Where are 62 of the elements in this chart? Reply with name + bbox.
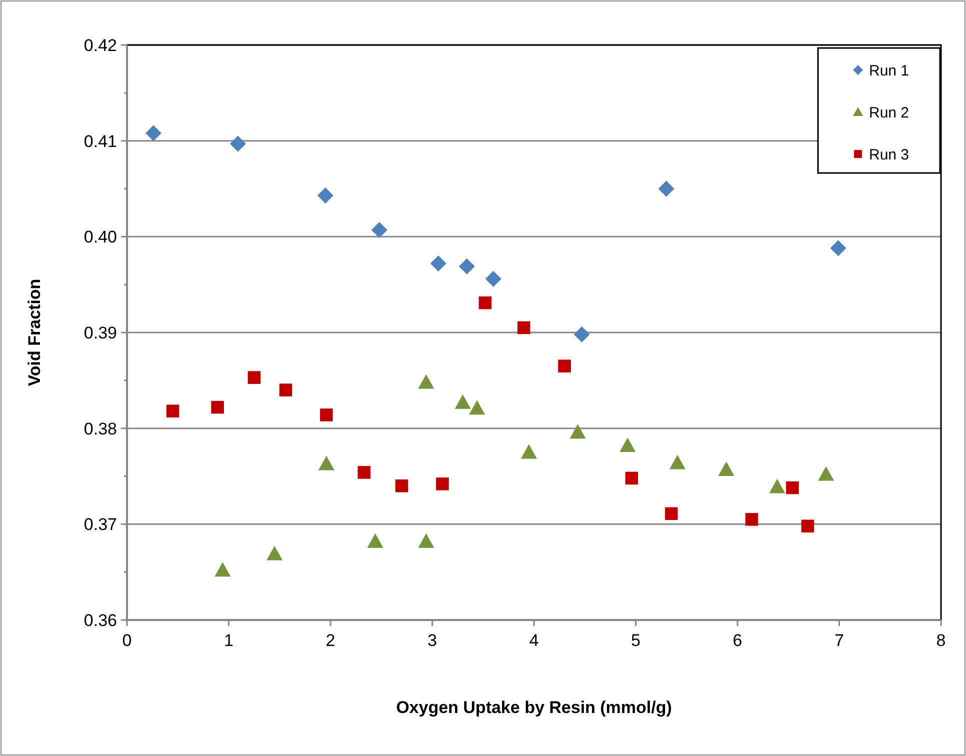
point [517, 321, 530, 334]
point [230, 136, 246, 152]
point [574, 326, 590, 342]
point [436, 478, 449, 490]
point [418, 374, 434, 389]
point [395, 479, 408, 492]
point [418, 533, 434, 548]
x-tick-label: 7 [834, 631, 844, 650]
point [358, 466, 370, 479]
point [367, 533, 384, 548]
legend-label: Run 2 [869, 104, 910, 122]
point [658, 180, 674, 197]
point [279, 384, 292, 396]
y-tick-label: 0.38 [84, 419, 117, 438]
point [664, 507, 678, 520]
point [266, 546, 283, 560]
point [430, 256, 446, 272]
y-tick-label: 0.40 [84, 228, 117, 247]
point [317, 187, 334, 204]
x-tick-label: 0 [122, 631, 132, 650]
point [801, 520, 814, 532]
point [718, 462, 734, 476]
x-tick-label: 6 [732, 631, 742, 650]
legend-label: Run 3 [869, 146, 910, 164]
x-tick-label: 1 [224, 631, 234, 650]
point [320, 408, 333, 422]
point [745, 512, 758, 526]
x-tick-label: 5 [631, 631, 640, 650]
point [620, 438, 636, 452]
x-tick-label: 4 [529, 631, 539, 650]
point [669, 454, 686, 470]
point [818, 466, 834, 481]
point [458, 258, 475, 274]
point [318, 456, 334, 470]
point [786, 481, 799, 494]
y-tick-label: 0.41 [84, 132, 117, 151]
point [625, 472, 638, 485]
point [520, 444, 537, 459]
point [145, 125, 162, 142]
point [454, 394, 471, 409]
point [248, 371, 261, 384]
x-tick-label: 3 [428, 631, 437, 650]
point [830, 240, 846, 256]
point [469, 400, 486, 415]
y-tick-label: 0.37 [84, 515, 117, 534]
x-axis-title: Oxygen Uptake by Resin (mmol/g) [396, 698, 672, 717]
legend-label: Run 1 [869, 62, 910, 80]
point [769, 478, 786, 494]
point [371, 222, 388, 238]
y-axis-title: Void Fraction [25, 278, 44, 386]
y-tick-label: 0.39 [84, 323, 117, 342]
point [166, 404, 180, 418]
point [478, 296, 492, 310]
y-tick-label: 0.36 [84, 610, 117, 630]
point [214, 562, 231, 577]
x-tick-label: 8 [936, 631, 946, 650]
point [211, 400, 224, 414]
x-tick-label: 2 [326, 631, 336, 650]
point [485, 270, 502, 287]
point [558, 360, 571, 372]
y-tick-label: 0.42 [84, 36, 117, 55]
point [570, 424, 586, 439]
